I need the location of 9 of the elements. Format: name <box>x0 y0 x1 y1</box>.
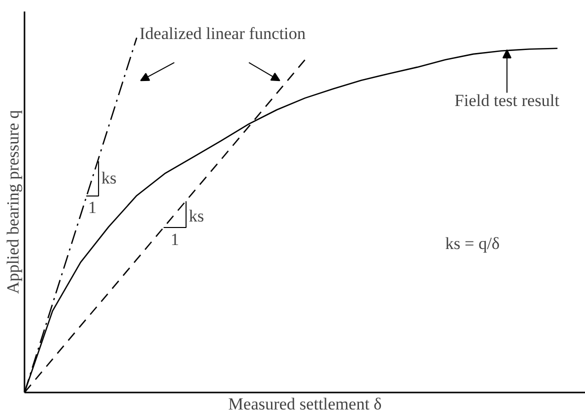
annotation: Field test result <box>454 90 560 110</box>
x-axis-title: Measured settlement δ <box>228 394 382 414</box>
annotation: ks <box>101 168 116 188</box>
annotation: Idealized linear function <box>140 24 306 44</box>
annotation: ks = q/δ <box>445 234 500 254</box>
annotation: ks <box>188 206 204 226</box>
y-axis-title: Applied bearing pressure q <box>4 110 22 294</box>
annotation: 1 <box>88 198 97 217</box>
annotation: 1 <box>170 230 180 249</box>
